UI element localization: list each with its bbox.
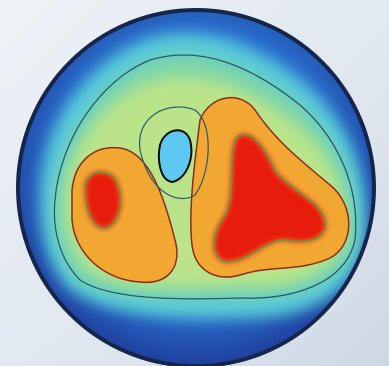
outer-contour — [53, 54, 357, 300]
left-peak — [84, 171, 121, 229]
cold-spot — [157, 129, 193, 184]
right-contour — [213, 133, 327, 263]
heatmap — [18, 10, 374, 366]
inner-contour — [138, 106, 209, 200]
left-contour — [84, 171, 122, 230]
right-peak — [213, 134, 326, 263]
disc-border — [16, 8, 376, 366]
